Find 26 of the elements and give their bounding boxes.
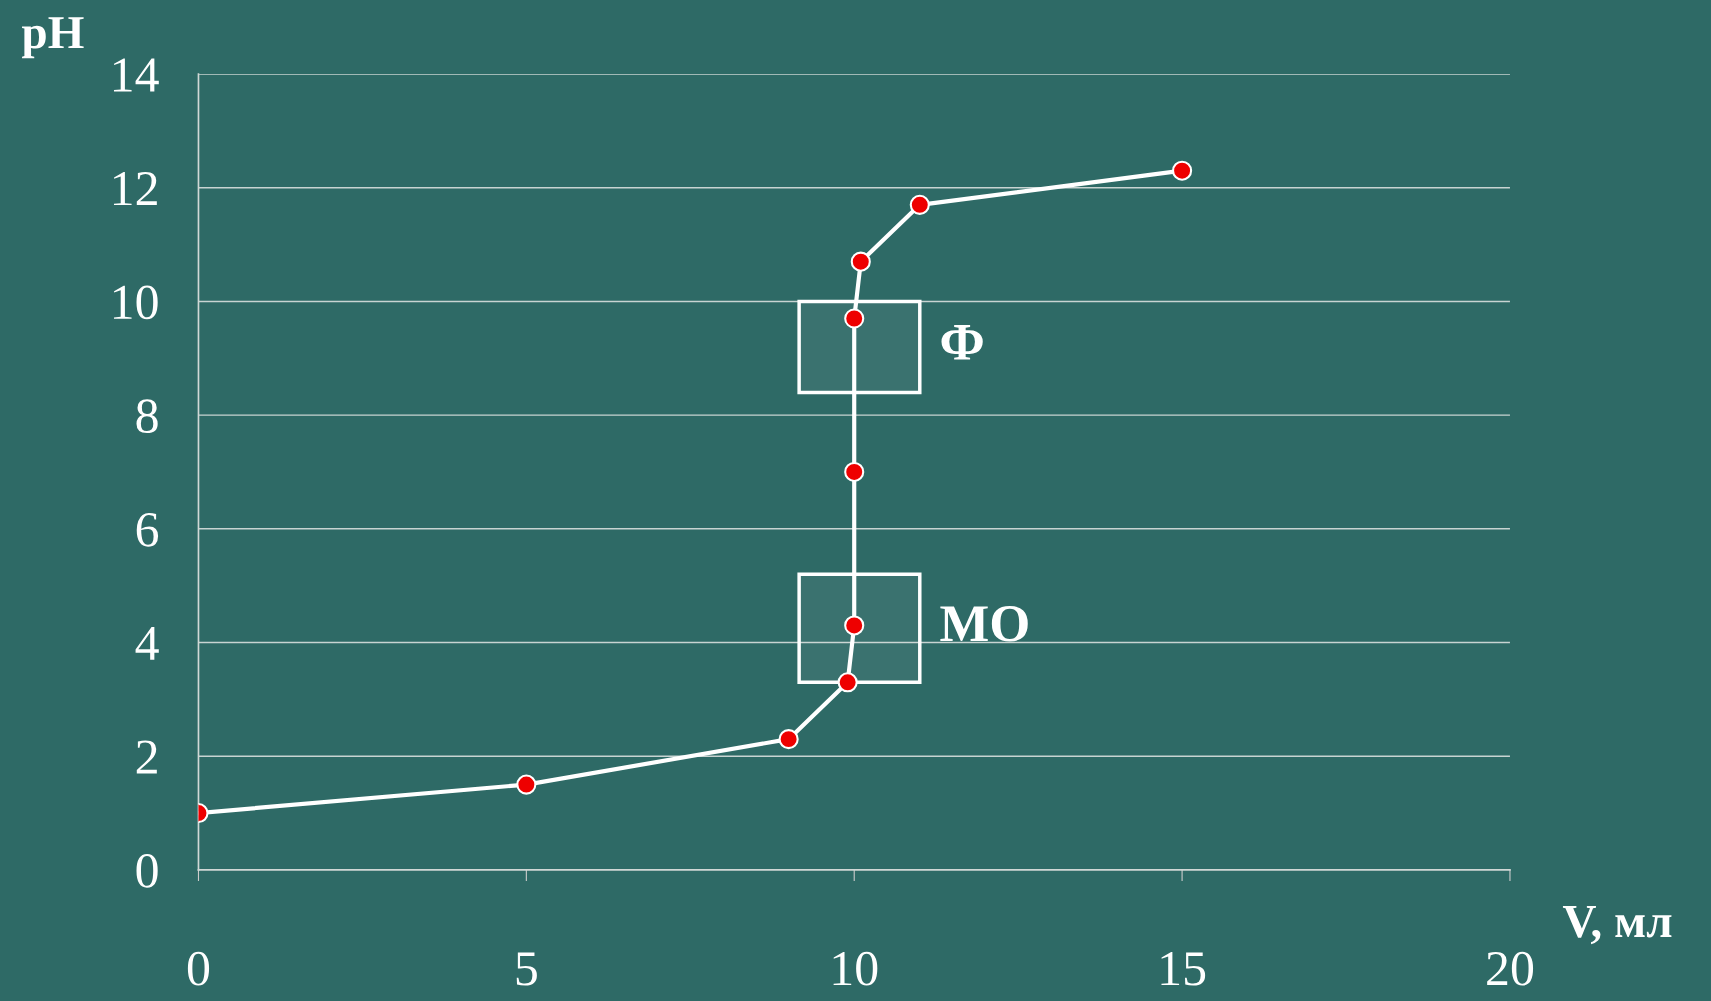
point	[909, 194, 930, 215]
y-tick-label: 10	[113, 285, 158, 320]
y-tick-label: 2	[136, 740, 157, 774]
band-label: МО	[940, 606, 1028, 642]
y-tick-label: 4	[135, 626, 159, 660]
point	[516, 774, 537, 795]
x-tick-label: 10	[833, 951, 878, 986]
y-tick-label: 8	[136, 399, 158, 433]
y-tick-label: 14	[113, 58, 159, 92]
x-tick-label: 5	[516, 952, 537, 986]
y-tick-label: 6	[136, 513, 159, 547]
x-tick-label: 20	[1487, 951, 1534, 986]
y-tick-label: 0	[136, 853, 158, 888]
band-label: Ф	[941, 325, 983, 360]
point	[844, 308, 865, 329]
point	[850, 251, 871, 272]
x-tick-label: 0	[187, 951, 210, 986]
y-axis-title: pH	[22, 17, 84, 59]
point	[778, 729, 799, 750]
point	[1172, 160, 1193, 181]
point	[844, 461, 865, 483]
point	[844, 615, 865, 636]
y-tick-label: 12	[113, 172, 157, 206]
x-axis-title: V, мл	[1562, 906, 1672, 945]
point	[837, 672, 858, 693]
x-tick-label: 15	[1161, 952, 1206, 986]
